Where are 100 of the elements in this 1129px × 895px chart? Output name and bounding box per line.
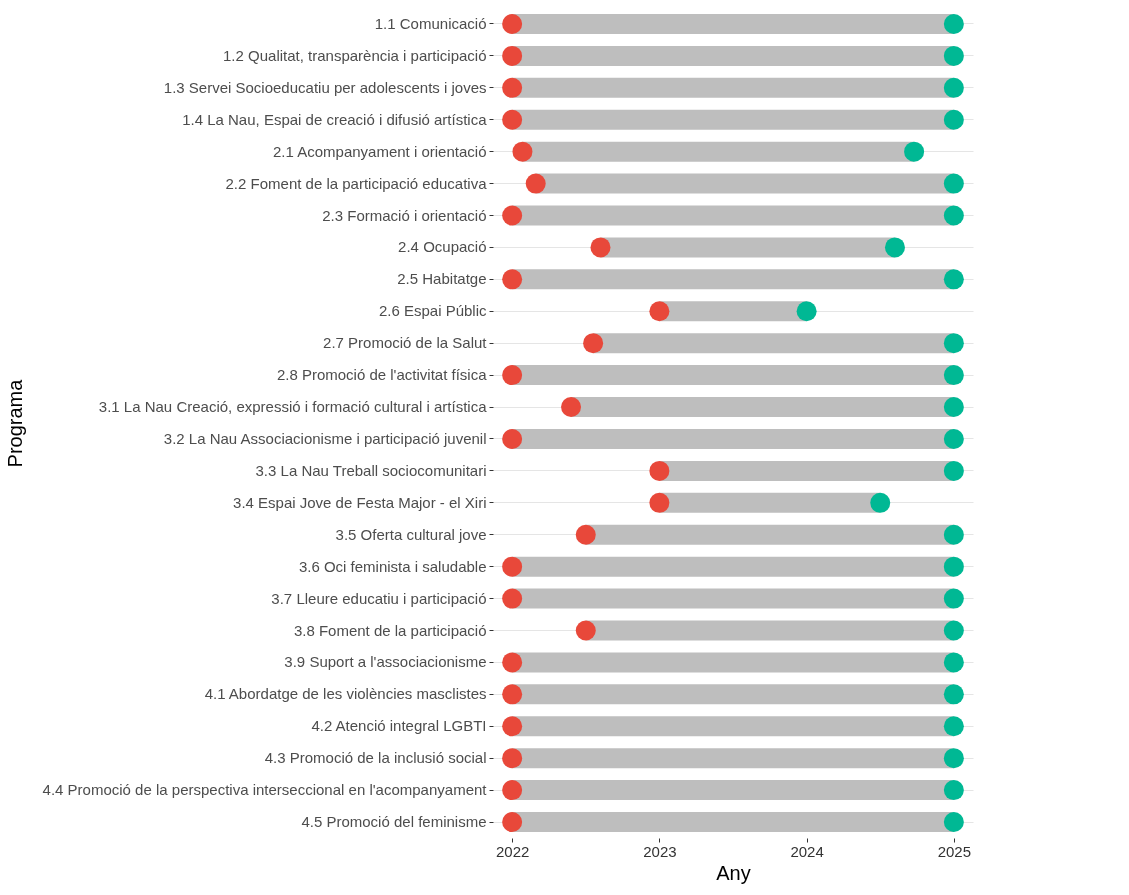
bar xyxy=(585,524,954,545)
y-tick-label: 1.3 Servei Socioeducatiu per adolescents i joves xyxy=(163,78,487,96)
bar xyxy=(512,652,954,673)
y-tick-label: 4.1 Abordatge de les violències masclistes xyxy=(204,685,487,703)
point xyxy=(943,620,964,641)
bar xyxy=(571,397,954,418)
y-tick-label: 3.9 Suport a l'associacionisme xyxy=(284,653,487,671)
point xyxy=(796,301,817,322)
x-tick-label: 2023 xyxy=(643,842,677,860)
point xyxy=(943,269,964,290)
bar xyxy=(512,45,954,66)
y-tick-label: 3.6 Oci feminista i saludable xyxy=(298,557,487,575)
bar xyxy=(512,780,954,801)
y-tick-label: 2.7 Promoció de la Salut xyxy=(323,334,488,352)
point xyxy=(502,205,523,226)
y-tick-label: 3.3 La Nau Treball sociocomunitari xyxy=(255,461,487,479)
point xyxy=(502,13,523,34)
point xyxy=(943,205,964,226)
point xyxy=(575,620,596,641)
point xyxy=(502,716,523,737)
point xyxy=(904,141,925,162)
y-axis-title: Programa xyxy=(3,378,26,468)
point xyxy=(943,365,964,386)
bar xyxy=(512,812,954,833)
x-tick-label: 2022 xyxy=(495,842,530,860)
point xyxy=(943,77,964,98)
point xyxy=(943,684,964,705)
x-axis-title: Any xyxy=(716,861,751,884)
point xyxy=(502,652,523,673)
point xyxy=(649,492,670,513)
point xyxy=(561,397,582,418)
point xyxy=(502,684,523,705)
bar xyxy=(512,205,954,226)
bar xyxy=(512,684,954,705)
x-tick-label: 2025 xyxy=(937,842,972,860)
point xyxy=(502,588,523,609)
bar xyxy=(512,365,954,386)
point xyxy=(870,492,891,513)
point xyxy=(649,460,670,481)
point xyxy=(502,556,523,577)
y-tick-label: 1.2 Qualitat, transparència i participació xyxy=(223,46,487,64)
bar xyxy=(512,77,954,98)
point xyxy=(943,812,964,833)
point xyxy=(943,556,964,577)
point xyxy=(943,652,964,673)
point xyxy=(943,524,964,545)
y-tick-label: 3.7 Lleure educatiu i participació xyxy=(271,589,487,607)
point xyxy=(575,524,596,545)
y-tick-label: 3.2 La Nau Associacionisme i participació juvenil xyxy=(163,429,487,447)
point xyxy=(943,460,964,481)
point xyxy=(502,77,523,98)
point xyxy=(943,173,964,194)
y-tick-label: 4.5 Promoció del feminisme xyxy=(301,813,487,831)
point xyxy=(502,365,523,386)
bar xyxy=(585,620,954,641)
point xyxy=(583,333,604,354)
point xyxy=(502,780,523,801)
bar xyxy=(512,428,954,449)
point xyxy=(943,748,964,769)
point xyxy=(590,237,611,258)
bar xyxy=(593,333,954,354)
y-tick-label: 3.4 Espai Jove de Festa Major - el Xiri xyxy=(233,493,487,511)
y-tick-label: 4.4 Promoció de la perspectiva interseccional en l'acompanyament xyxy=(42,781,488,799)
bar xyxy=(512,748,954,769)
point xyxy=(943,428,964,449)
y-tick-label: 2.5 Habitatge xyxy=(397,270,487,288)
y-tick-label: 3.1 La Nau Creació, expressió i formació cultural i artística xyxy=(98,398,488,416)
point xyxy=(502,109,523,130)
point xyxy=(943,716,964,737)
bar xyxy=(512,269,954,290)
point xyxy=(502,45,523,66)
y-tick-label: 2.4 Ocupació xyxy=(398,238,487,256)
y-tick-label: 2.3 Formació i orientació xyxy=(322,206,487,224)
bar xyxy=(535,173,954,194)
point xyxy=(884,237,905,258)
y-tick-label: 2.1 Acompanyament i orientació xyxy=(273,142,487,160)
y-tick-label: 2.2 Foment de la participació educativa xyxy=(225,174,488,192)
point xyxy=(649,301,670,322)
bar xyxy=(659,460,954,481)
bar xyxy=(512,716,954,737)
bar xyxy=(512,556,954,577)
point xyxy=(943,397,964,418)
y-tick-label: 1.1 Comunicació xyxy=(374,14,487,32)
point xyxy=(525,173,546,194)
point xyxy=(502,269,523,290)
y-tick-label: 4.3 Promoció de la inclusió social xyxy=(264,749,487,767)
point xyxy=(502,748,523,769)
bar xyxy=(600,237,895,258)
bar xyxy=(512,13,954,34)
point xyxy=(943,333,964,354)
bar xyxy=(512,588,954,609)
point xyxy=(943,588,964,609)
y-tick-label: 3.8 Foment de la participació xyxy=(293,621,487,639)
y-tick-label: 2.6 Espai Públic xyxy=(378,302,487,320)
x-tick-label: 2024 xyxy=(790,842,824,860)
y-tick-label: 3.5 Oferta cultural jove xyxy=(335,525,487,543)
point xyxy=(502,812,523,833)
point xyxy=(943,13,964,34)
bar xyxy=(659,492,881,513)
y-tick-label: 4.2 Atenció integral LGBTI xyxy=(311,717,487,735)
